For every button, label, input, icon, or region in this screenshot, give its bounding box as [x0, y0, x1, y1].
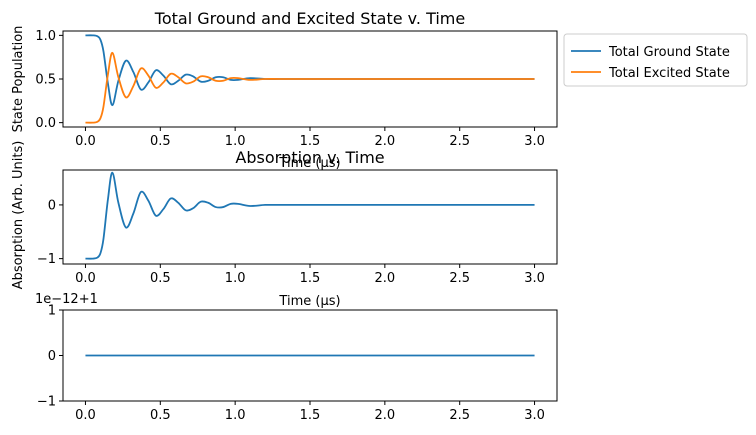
absorption-chart-xlabel: Time (μs) [278, 294, 340, 309]
absorption-xtick-label: 0.5 [150, 271, 171, 286]
population-series-layer [85, 34, 535, 124]
offset-xticks: 0.0 0.5 1.0 1.5 2.0 2.5 3.0 [75, 401, 545, 423]
population-xtick-label: 0.5 [150, 134, 171, 149]
offset-xtick-label: 2.5 [449, 408, 470, 423]
population-yticks: 0.0 0.5 1.0 [35, 29, 63, 131]
legend-frame [563, 33, 748, 87]
offset-xtick-label: 1.5 [300, 408, 321, 423]
population-chart-title: Total Ground and Excited State v. Time [154, 9, 465, 28]
absorption-xtick-label: 2.0 [375, 271, 396, 286]
absorption-xtick-label: 1.5 [300, 271, 321, 286]
offset-chart-offset-text: 1e−12+1 [35, 292, 98, 307]
population-xtick-label: 1.5 [300, 134, 321, 149]
population-chart: Total Ground and Excited State v. Time S… [11, 9, 748, 171]
offset-yticks: −1 0 1 [37, 304, 63, 410]
offset-ytick-label: 1 [48, 304, 56, 319]
offset-axes-frame [62, 309, 558, 402]
absorption-chart-ylabel: Absorption (Arb. Units) [11, 141, 26, 290]
offset-ytick-label: 0 [48, 349, 56, 364]
offset-chart: 1e−12+1 0.0 0.5 1.0 1.5 2.0 2.5 3.0 −1 0 1 [35, 292, 558, 423]
population-ytick-label: 1.0 [35, 29, 56, 44]
population-xtick-label: 2.0 [375, 134, 396, 149]
absorption-xtick-label: 0.0 [75, 271, 96, 286]
population-ytick-label: 0.0 [35, 116, 56, 131]
absorption-ytick-label: 0 [48, 198, 56, 213]
population-legend: Total Ground State Total Excited State [563, 33, 748, 87]
absorption-axes-frame [62, 169, 558, 265]
absorption-yticks: −1 0 [37, 198, 63, 267]
absorption-xticks: 0.0 0.5 1.0 1.5 2.0 2.5 3.0 [75, 264, 545, 286]
population-axes-frame [62, 30, 558, 128]
population-chart-ylabel: State Population [11, 26, 26, 133]
absorption-chart: Absorption v. Time Absorption (Arb. Unit… [11, 141, 558, 309]
population-ytick-label: 0.5 [35, 73, 56, 88]
population-xtick-label: 3.0 [524, 134, 545, 149]
offset-xtick-label: 0.5 [150, 408, 171, 423]
offset-xtick-label: 0.0 [75, 408, 96, 423]
offset-xtick-label: 1.0 [225, 408, 246, 423]
population-series-line-1 [85, 51, 535, 124]
population-xtick-label: 2.5 [449, 134, 470, 149]
population-xticks: 0.0 0.5 1.0 1.5 2.0 2.5 3.0 [75, 127, 545, 149]
absorption-chart-title: Absorption v. Time [235, 148, 384, 167]
legend-label-ground: Total Ground State [608, 45, 730, 60]
population-xtick-label: 0.0 [75, 134, 96, 149]
absorption-series-line-0 [85, 171, 535, 260]
absorption-xtick-label: 2.5 [449, 271, 470, 286]
population-series-line-0 [85, 34, 535, 107]
population-chart-xlabel: Time (μs) [278, 156, 340, 171]
absorption-ytick-label: −1 [37, 252, 56, 267]
offset-ytick-label: −1 [37, 395, 56, 410]
absorption-series-layer [85, 171, 535, 260]
offset-xtick-label: 2.0 [375, 408, 396, 423]
population-xtick-label: 1.0 [225, 134, 246, 149]
legend-label-excited: Total Excited State [608, 66, 730, 81]
offset-xtick-label: 3.0 [524, 408, 545, 423]
absorption-xtick-label: 3.0 [524, 271, 545, 286]
absorption-xtick-label: 1.0 [225, 271, 246, 286]
